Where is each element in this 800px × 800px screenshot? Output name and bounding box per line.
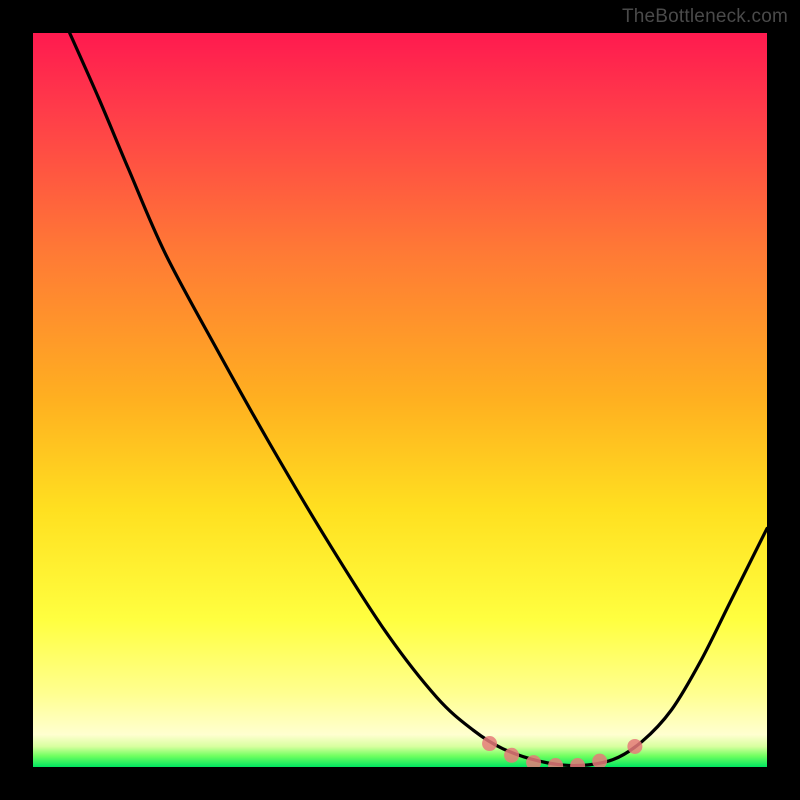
curve-marker (548, 758, 563, 767)
watermark-text: TheBottleneck.com (622, 6, 788, 28)
curve-marker (482, 736, 497, 751)
curve-marker (570, 758, 585, 767)
curve-marker (504, 748, 519, 763)
curve-layer (33, 33, 767, 767)
plot-area (33, 33, 767, 767)
curve-marker (627, 739, 642, 754)
bottleneck-curve (70, 33, 767, 766)
chart-container: TheBottleneck.com (0, 0, 800, 800)
marker-group (482, 736, 642, 767)
curve-marker (592, 754, 607, 767)
